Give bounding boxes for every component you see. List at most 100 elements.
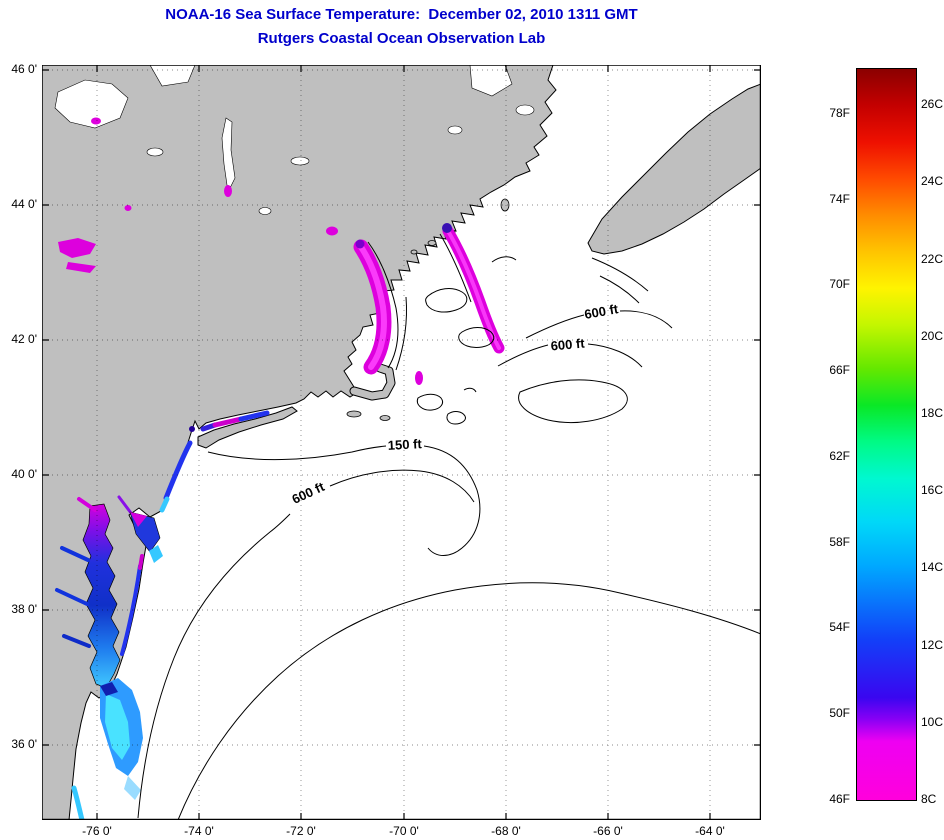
lake: [258, 207, 272, 215]
fahrenheit-label: 66F: [829, 363, 850, 377]
x-tick-label: -64 0': [695, 824, 725, 838]
va-coast-strip: [71, 785, 85, 820]
fahrenheit-label: 58F: [829, 535, 850, 549]
contour-line: [177, 582, 761, 820]
y-tick-label: 38 0': [11, 602, 37, 616]
li-sound-strip: [212, 416, 244, 428]
contour-line: [619, 310, 673, 329]
contour-line: [423, 445, 481, 556]
celsius-label: 16C: [921, 483, 944, 497]
contour-line: [137, 513, 291, 819]
contour-line: [446, 411, 466, 425]
gom-streak-east-tip: [442, 223, 452, 233]
contour-line: [416, 393, 444, 411]
island: [427, 240, 437, 246]
y-tick-label: 42 0': [11, 332, 37, 346]
contour-line: [518, 379, 628, 423]
contours-group: [137, 233, 761, 820]
lake: [146, 147, 164, 157]
celsius-label: 10C: [921, 715, 944, 729]
contour-label: 150 ft: [387, 436, 422, 453]
fahrenheit-label: 50F: [829, 706, 850, 720]
contour-label: 600 ft: [550, 336, 586, 354]
sst-lake-patch: [224, 185, 232, 197]
island: [500, 198, 510, 212]
hudson-mouth-spot: [189, 426, 195, 432]
celsius-label: 14C: [921, 560, 944, 574]
page-subtitle: Rutgers Coastal Ocean Observation Lab: [257, 30, 546, 47]
contour-line: [425, 288, 468, 313]
gom-streak-west-tip: [355, 239, 365, 249]
mainland: [42, 65, 557, 820]
bay-tributary: [55, 588, 89, 606]
celsius-label: 12C: [921, 638, 944, 652]
gom-small-patch: [415, 371, 423, 385]
x-tick-label: -68 0': [491, 824, 521, 838]
contour-line: [491, 256, 517, 263]
delaware-bay-sst-magenta: [130, 512, 147, 527]
bay-tributary: [60, 546, 90, 562]
delmarva-strip-magenta: [138, 554, 144, 570]
chesapeake-plume-tail: [124, 776, 141, 800]
sst-lake-patch: [91, 117, 101, 125]
sst-lake-patch: [66, 262, 96, 273]
x-tick-label: -66 0': [593, 824, 623, 838]
chesapeake-bay-sst: [82, 503, 121, 689]
contour-line: [439, 233, 472, 303]
fahrenheit-label: 46F: [829, 792, 850, 806]
long-island: [197, 406, 298, 449]
sst-lake-patch: [326, 226, 338, 236]
lake: [290, 156, 310, 166]
bay-tributary: [77, 497, 97, 512]
fahrenheit-label: 62F: [829, 449, 850, 463]
contour-label: 600 ft: [583, 301, 620, 322]
nova-scotia: [587, 83, 761, 255]
y-tick-label: 40 0': [11, 467, 37, 481]
y-tick-label: 46 0': [11, 62, 37, 76]
sst-lake-patch: [124, 205, 132, 211]
lake: [469, 65, 513, 97]
contour-line: [587, 343, 643, 368]
li-sound-strip: [238, 410, 270, 422]
fahrenheit-label: 54F: [829, 620, 850, 634]
sst-lake-patch: [58, 238, 96, 258]
x-tick-label: -70 0': [389, 824, 419, 838]
cape-cod: [350, 364, 395, 400]
celsius-label: 24C: [921, 174, 944, 188]
fahrenheit-label: 78F: [829, 106, 850, 120]
nj-coast-strip-cyan: [159, 496, 170, 513]
island: [379, 415, 391, 421]
delaware-bay-sst-cyan: [149, 545, 163, 563]
chesapeake-plume-core: [105, 694, 130, 760]
lake: [515, 104, 535, 116]
island: [410, 249, 418, 255]
celsius-label: 26C: [921, 97, 944, 111]
page-title: NOAA-16 Sea Surface Temperature: Decembe…: [165, 6, 638, 23]
x-tick-label: -74 0': [184, 824, 214, 838]
contour-line: [463, 387, 477, 393]
bay-mouth-dark: [100, 682, 118, 696]
plot-frame: [42, 65, 761, 820]
lake: [149, 65, 196, 87]
gom-streak-west-core: [358, 244, 387, 370]
y-tick-label: 44 0': [11, 197, 37, 211]
contour-line: [497, 344, 549, 367]
nj-coast-strip: [163, 440, 193, 501]
fahrenheit-label: 74F: [829, 192, 850, 206]
x-tick-label: -72 0': [286, 824, 316, 838]
contour-line: [367, 241, 399, 369]
lake: [447, 125, 463, 135]
lakes-group: [54, 65, 535, 273]
celsius-label: 18C: [921, 406, 944, 420]
colorbar-gradient: [857, 69, 916, 800]
island: [346, 410, 362, 418]
lake: [221, 117, 236, 193]
contour-line: [458, 327, 495, 348]
bay-tributary: [62, 634, 91, 648]
y-tick-label: 36 0': [11, 737, 37, 751]
delaware-river: [117, 495, 133, 515]
celsius-label: 22C: [921, 252, 944, 266]
plot-border: [42, 65, 761, 820]
contour-line: [329, 469, 475, 503]
